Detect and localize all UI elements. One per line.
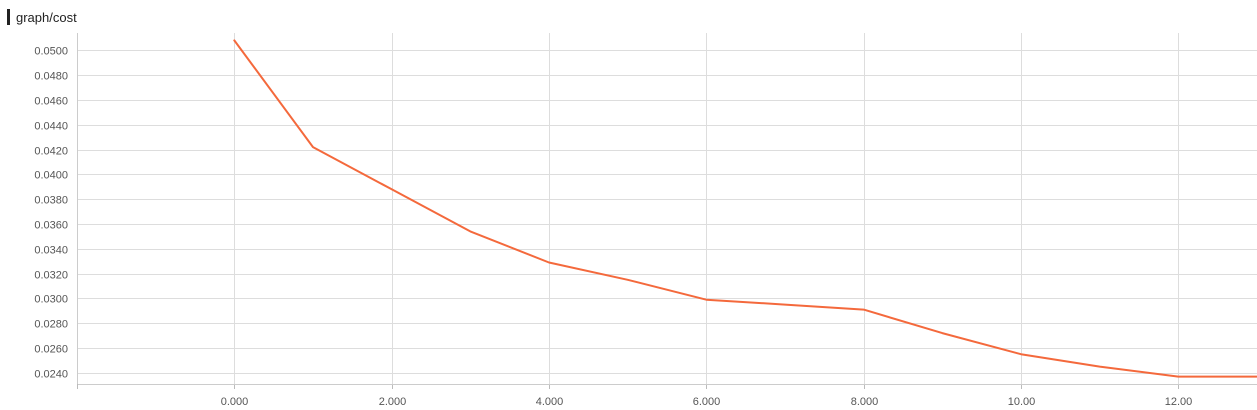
x-tick-label: 4.000 <box>536 396 564 408</box>
y-tick-label: 0.0380 <box>34 195 68 207</box>
y-tick-label: 0.0320 <box>34 270 68 282</box>
chart-header: graph/cost <box>7 9 77 25</box>
y-tick-label: 0.0240 <box>34 369 68 381</box>
y-tick-label: 0.0400 <box>34 170 68 182</box>
y-tick-label: 0.0280 <box>34 319 68 331</box>
grid <box>77 33 1257 389</box>
y-tick-label: 0.0340 <box>34 245 68 257</box>
y-tick-label: 0.0460 <box>34 96 68 108</box>
series-layer <box>233 39 1257 378</box>
x-tick-label: 2.000 <box>379 396 407 408</box>
y-tick-label: 0.0300 <box>34 294 68 306</box>
y-tick-label: 0.0260 <box>34 344 68 356</box>
axes: 0.0240 0.0260 0.0280 0.0300 0.0320 0.0340 0.03… <box>34 33 1257 408</box>
chart-title: graph/cost <box>16 9 77 25</box>
y-tick-label: 0.0440 <box>34 121 68 133</box>
x-tick-label: 12.00 <box>1165 396 1193 408</box>
x-tick-label: 8.000 <box>851 396 879 408</box>
x-tick-label: 6.000 <box>693 396 721 408</box>
y-tick-label: 0.0420 <box>34 146 68 158</box>
y-tick-label: 0.0480 <box>34 71 68 83</box>
x-tick-label: 10.00 <box>1008 396 1036 408</box>
series-line-0 <box>233 39 1257 378</box>
header-marker <box>7 9 10 25</box>
y-tick-label: 0.0360 <box>34 220 68 232</box>
x-tick-label: 0.000 <box>221 396 249 408</box>
y-tick-label: 0.0500 <box>34 46 68 58</box>
